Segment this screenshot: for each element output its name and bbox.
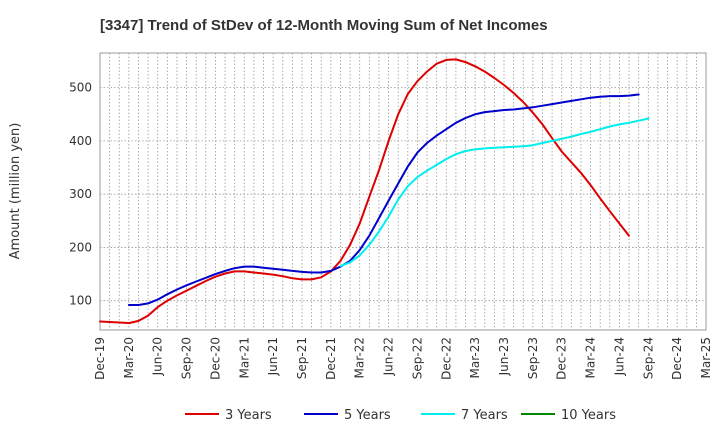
series-line-7-years: [339, 117, 650, 268]
x-tick-label: Mar-24: [584, 337, 598, 378]
x-tick-label: Jun-20: [151, 337, 165, 376]
x-tick-label: Sep-24: [641, 337, 655, 379]
x-tick-label: Mar-20: [122, 337, 136, 378]
x-tick-label: Mar-25: [699, 337, 713, 378]
x-tick-label: Dec-19: [93, 337, 107, 380]
series-line-3-years: [99, 58, 630, 325]
x-tick-label: Sep-23: [526, 337, 540, 379]
grid-lines: [100, 53, 706, 330]
y-tick-labels: 100 200 300 400 500: [69, 81, 92, 308]
x-tick-label: Dec-22: [439, 337, 453, 380]
x-tick-label: Sep-22: [410, 337, 424, 379]
x-tick-label: Jun-21: [266, 337, 280, 376]
legend-label-7-years: 7 Years: [461, 408, 508, 423]
x-tick-label: Dec-23: [555, 337, 569, 380]
series-line-5-years: [127, 93, 640, 306]
legend: 3 Years 5 Years 7 Years 10 Years: [185, 408, 616, 423]
x-tick-label: Jun-22: [382, 337, 396, 376]
y-tick-label: 100: [69, 294, 92, 308]
y-tick-label: 300: [69, 187, 92, 201]
y-tick-label: 500: [69, 81, 92, 95]
x-tick-labels: Dec-19 Mar-20 Jun-20 Sep-20 Dec-20 Mar-21 Jun-…: [93, 337, 713, 380]
x-tick-label: Sep-20: [180, 337, 194, 379]
chart-title: [3347] Trend of StDev of 12-Month Moving…: [100, 17, 548, 34]
x-tick-label: Mar-22: [353, 337, 367, 378]
y-axis-label: Amount (million yen): [8, 123, 23, 260]
y-tick-label: 200: [69, 240, 92, 254]
legend-label-5-years: 5 Years: [344, 408, 391, 423]
x-tick-label: Dec-20: [208, 337, 222, 380]
x-tick-label: Sep-21: [295, 337, 309, 379]
series-layer: [99, 58, 650, 325]
x-tick-label: Jun-23: [497, 337, 511, 376]
legend-label-10-years: 10 Years: [561, 408, 616, 423]
x-tick-label: Dec-21: [324, 337, 338, 380]
x-tick-label: Mar-23: [468, 337, 482, 378]
x-tick-label: Mar-21: [237, 337, 251, 378]
x-tick-label: Dec-24: [670, 337, 684, 380]
x-tick-label: Jun-24: [612, 337, 626, 376]
legend-label-3-years: 3 Years: [225, 408, 272, 423]
y-tick-label: 400: [69, 134, 92, 148]
